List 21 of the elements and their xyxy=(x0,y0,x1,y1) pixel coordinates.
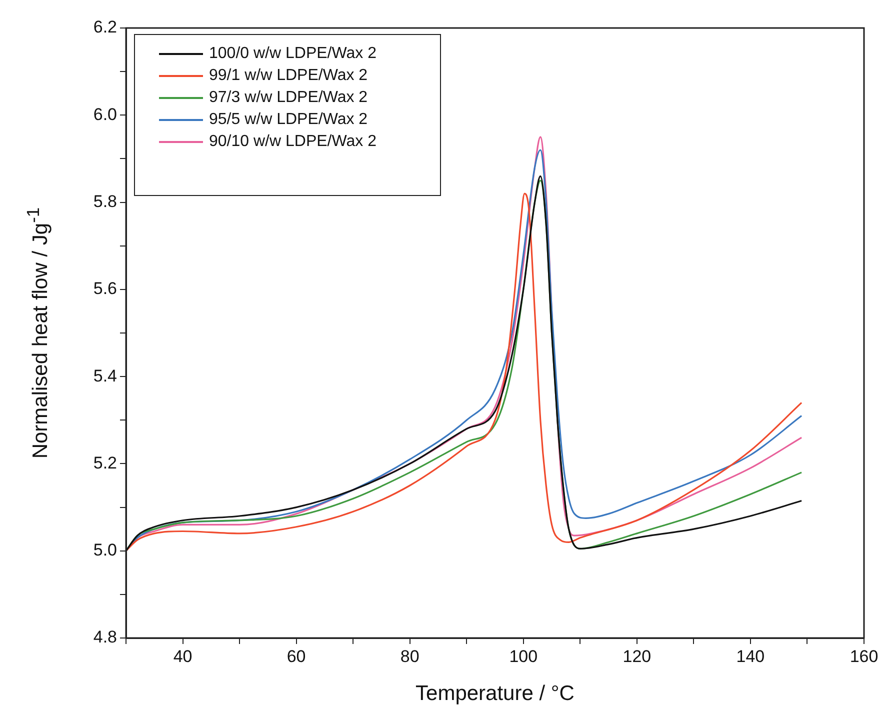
x-tick-label: 40 xyxy=(173,646,192,666)
x-axis-title: Temperature / °C xyxy=(416,682,574,706)
x-tick-label: 120 xyxy=(622,646,652,666)
legend-label: 90/10 w/w LDPE/Wax 2 xyxy=(209,132,376,152)
y-tick-label: 5.4 xyxy=(93,366,117,386)
y-tick-label: 6.2 xyxy=(93,18,117,37)
x-tick-label: 100 xyxy=(509,646,538,666)
y-tick-label: 6.0 xyxy=(93,104,117,124)
x-tick-label: 80 xyxy=(400,646,420,666)
legend-label: 99/1 w/w LDPE/Wax 2 xyxy=(209,66,368,86)
y-tick-label: 5.8 xyxy=(93,192,117,211)
x-tick-label: 60 xyxy=(286,646,306,666)
legend-label: 97/3 w/w LDPE/Wax 2 xyxy=(209,88,368,108)
y-tick-label: 5.0 xyxy=(93,540,117,560)
legend-label: 95/5 w/w LDPE/Wax 2 xyxy=(209,110,368,130)
y-tick-label: 5.2 xyxy=(93,453,117,472)
x-tick-label: 140 xyxy=(736,646,765,666)
legend-label: 100/0 w/w LDPE/Wax 2 xyxy=(209,44,376,64)
y-tick-label: 5.6 xyxy=(93,279,117,298)
x-tick-label: 160 xyxy=(850,646,878,666)
y-tick-label: 4.8 xyxy=(93,628,117,647)
